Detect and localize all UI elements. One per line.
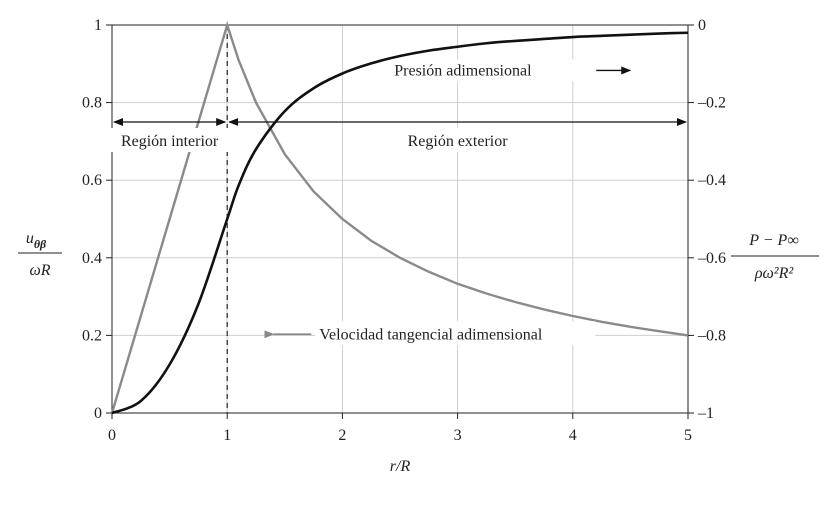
y-right-tick-label: –0.4 bbox=[697, 172, 726, 189]
y-left-tick-label: 0.2 bbox=[82, 327, 102, 344]
left-axis-label: uθβ ωR bbox=[18, 230, 62, 279]
series-line-velocity bbox=[110, 20, 689, 414]
axes bbox=[111, 24, 689, 414]
y-right-tick-label: –0.2 bbox=[697, 95, 726, 112]
x-tick-label: 0 bbox=[108, 427, 116, 444]
tick-labels: 0 1 2 3 4 5 0 0.2 0.4 0.6 0.8 1 –1 –0.8 –0.6 –0.4 –0.2 0 bbox=[82, 17, 726, 444]
region-label-exterior: Región exterior bbox=[408, 133, 509, 150]
plot-frame bbox=[111, 24, 689, 414]
annotation-bg bbox=[390, 59, 591, 82]
x-tick-label: 4 bbox=[569, 427, 577, 444]
annotation-pressure-label: Presión adimensional bbox=[394, 62, 532, 79]
y-left-tick-label: 0.8 bbox=[82, 95, 102, 112]
x-tick-label: 2 bbox=[338, 427, 346, 444]
annotation-bg bbox=[315, 321, 596, 346]
left-axis-label-num: u bbox=[26, 230, 34, 247]
series-line-pressure bbox=[111, 31, 689, 415]
x-tick-label: 5 bbox=[684, 427, 692, 444]
right-axis-label: P − P∞ ρω²R² bbox=[731, 232, 819, 282]
y-right-tick-label: –0.6 bbox=[697, 250, 726, 267]
right-axis-label-den: ρω²R² bbox=[754, 265, 795, 282]
x-axis-label: r/R bbox=[390, 458, 411, 475]
region-markers: Región interior Región exterior bbox=[107, 118, 687, 152]
left-axis-label-sub: θβ bbox=[34, 237, 47, 251]
x-tick-label: 1 bbox=[223, 427, 231, 444]
region-label-bg bbox=[107, 128, 232, 152]
y-left-tick-label: 0 bbox=[94, 405, 102, 422]
region-label-interior: Región interior bbox=[121, 133, 219, 150]
y-left-tick-label: 0.4 bbox=[82, 250, 102, 267]
left-axis-label-den: ωR bbox=[29, 262, 50, 279]
y-right-tick-label: –1 bbox=[697, 405, 714, 422]
annotation-velocity-label: Velocidad tangencial adimensional bbox=[319, 326, 543, 343]
y-left-tick-label: 0.6 bbox=[82, 172, 102, 189]
y-left-tick-label: 1 bbox=[94, 17, 102, 34]
y-right-tick-label: –0.8 bbox=[697, 327, 726, 344]
annotations: Presión adimensional Velocidad tangencial… bbox=[264, 59, 632, 346]
y-right-tick-label: 0 bbox=[698, 17, 706, 34]
svg-text:uθβ: uθβ bbox=[26, 230, 47, 251]
series bbox=[110, 20, 689, 415]
x-tick-label: 3 bbox=[454, 427, 462, 444]
region-label-bg bbox=[395, 128, 520, 152]
grid bbox=[112, 25, 688, 413]
right-axis-label-num: P − P∞ bbox=[748, 232, 798, 249]
